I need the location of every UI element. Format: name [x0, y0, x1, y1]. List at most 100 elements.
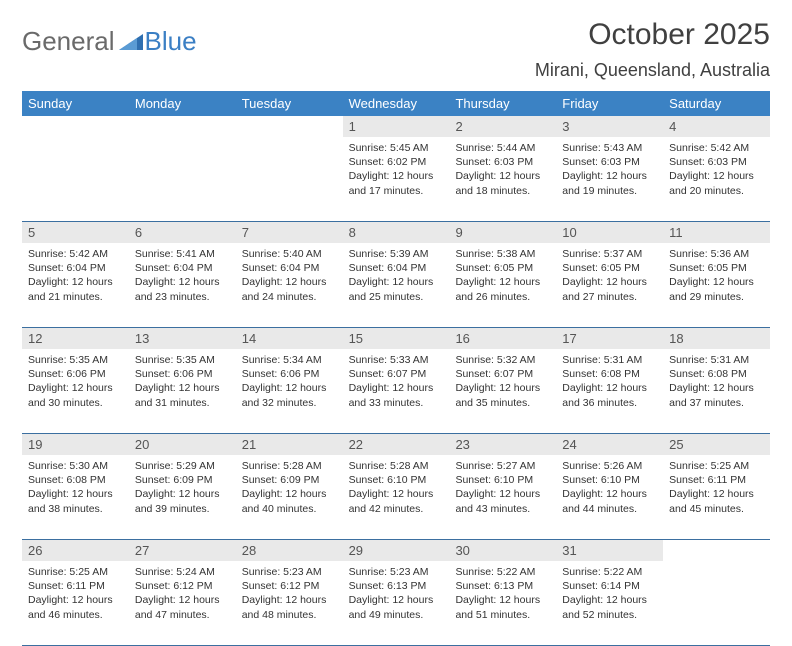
info-line-d2: and 40 minutes. — [242, 502, 337, 516]
day-number: 28 — [236, 540, 343, 561]
day-number — [236, 116, 343, 137]
day-info: Sunrise: 5:22 AMSunset: 6:14 PMDaylight:… — [562, 565, 657, 622]
day-number-row: 567891011 — [22, 222, 770, 243]
info-line-d2: and 42 minutes. — [349, 502, 444, 516]
day-header: Friday — [556, 91, 663, 116]
info-line-sunset: Sunset: 6:08 PM — [28, 473, 123, 487]
day-cell: Sunrise: 5:37 AMSunset: 6:05 PMDaylight:… — [556, 243, 663, 327]
info-line-d2: and 36 minutes. — [562, 396, 657, 410]
day-cell: Sunrise: 5:34 AMSunset: 6:06 PMDaylight:… — [236, 349, 343, 433]
info-line-d1: Daylight: 12 hours — [28, 275, 123, 289]
day-cell: Sunrise: 5:28 AMSunset: 6:10 PMDaylight:… — [343, 455, 450, 539]
info-line-sunrise: Sunrise: 5:28 AM — [242, 459, 337, 473]
day-cell: Sunrise: 5:25 AMSunset: 6:11 PMDaylight:… — [663, 455, 770, 539]
info-line-d1: Daylight: 12 hours — [455, 593, 550, 607]
day-number: 9 — [449, 222, 556, 243]
info-line-sunrise: Sunrise: 5:26 AM — [562, 459, 657, 473]
day-cell — [236, 137, 343, 221]
info-line-d2: and 46 minutes. — [28, 608, 123, 622]
day-info: Sunrise: 5:28 AMSunset: 6:09 PMDaylight:… — [242, 459, 337, 516]
info-line-sunset: Sunset: 6:06 PM — [242, 367, 337, 381]
info-line-d1: Daylight: 12 hours — [669, 275, 764, 289]
info-line-sunrise: Sunrise: 5:42 AM — [28, 247, 123, 261]
info-line-d1: Daylight: 12 hours — [242, 593, 337, 607]
day-cell: Sunrise: 5:35 AMSunset: 6:06 PMDaylight:… — [129, 349, 236, 433]
logo: General Blue — [22, 18, 197, 57]
info-line-d2: and 23 minutes. — [135, 290, 230, 304]
info-line-d2: and 18 minutes. — [455, 184, 550, 198]
info-line-sunset: Sunset: 6:08 PM — [669, 367, 764, 381]
day-info: Sunrise: 5:45 AMSunset: 6:02 PMDaylight:… — [349, 141, 444, 198]
day-number — [129, 116, 236, 137]
day-info: Sunrise: 5:42 AMSunset: 6:03 PMDaylight:… — [669, 141, 764, 198]
info-line-d2: and 52 minutes. — [562, 608, 657, 622]
day-cell: Sunrise: 5:27 AMSunset: 6:10 PMDaylight:… — [449, 455, 556, 539]
day-number: 13 — [129, 328, 236, 349]
day-info: Sunrise: 5:33 AMSunset: 6:07 PMDaylight:… — [349, 353, 444, 410]
info-line-sunrise: Sunrise: 5:36 AM — [669, 247, 764, 261]
day-info: Sunrise: 5:27 AMSunset: 6:10 PMDaylight:… — [455, 459, 550, 516]
info-line-sunset: Sunset: 6:05 PM — [455, 261, 550, 275]
day-cell: Sunrise: 5:33 AMSunset: 6:07 PMDaylight:… — [343, 349, 450, 433]
day-number: 8 — [343, 222, 450, 243]
info-line-sunset: Sunset: 6:13 PM — [349, 579, 444, 593]
info-line-d2: and 32 minutes. — [242, 396, 337, 410]
week-row: Sunrise: 5:25 AMSunset: 6:11 PMDaylight:… — [22, 561, 770, 646]
info-line-sunrise: Sunrise: 5:22 AM — [455, 565, 550, 579]
info-line-d1: Daylight: 12 hours — [28, 593, 123, 607]
info-line-d1: Daylight: 12 hours — [562, 593, 657, 607]
info-line-sunrise: Sunrise: 5:29 AM — [135, 459, 230, 473]
day-header: Thursday — [449, 91, 556, 116]
week-row: Sunrise: 5:30 AMSunset: 6:08 PMDaylight:… — [22, 455, 770, 540]
info-line-sunset: Sunset: 6:02 PM — [349, 155, 444, 169]
day-number: 16 — [449, 328, 556, 349]
info-line-sunset: Sunset: 6:12 PM — [135, 579, 230, 593]
info-line-sunset: Sunset: 6:11 PM — [669, 473, 764, 487]
info-line-sunrise: Sunrise: 5:25 AM — [669, 459, 764, 473]
day-info: Sunrise: 5:42 AMSunset: 6:04 PMDaylight:… — [28, 247, 123, 304]
day-cell: Sunrise: 5:39 AMSunset: 6:04 PMDaylight:… — [343, 243, 450, 327]
info-line-sunset: Sunset: 6:07 PM — [349, 367, 444, 381]
day-number: 17 — [556, 328, 663, 349]
day-number-row: 19202122232425 — [22, 434, 770, 455]
day-number: 2 — [449, 116, 556, 137]
day-number: 21 — [236, 434, 343, 455]
info-line-d1: Daylight: 12 hours — [349, 487, 444, 501]
info-line-sunrise: Sunrise: 5:42 AM — [669, 141, 764, 155]
location-label: Mirani, Queensland, Australia — [535, 60, 770, 81]
day-info: Sunrise: 5:25 AMSunset: 6:11 PMDaylight:… — [28, 565, 123, 622]
day-number-row: 1234 — [22, 116, 770, 137]
info-line-sunrise: Sunrise: 5:38 AM — [455, 247, 550, 261]
header-row: General Blue October 2025 Mirani, Queens… — [22, 18, 770, 81]
info-line-d1: Daylight: 12 hours — [455, 275, 550, 289]
day-cell: Sunrise: 5:22 AMSunset: 6:13 PMDaylight:… — [449, 561, 556, 645]
logo-triangle-icon — [119, 26, 143, 57]
day-number: 19 — [22, 434, 129, 455]
day-number: 29 — [343, 540, 450, 561]
day-cell: Sunrise: 5:23 AMSunset: 6:13 PMDaylight:… — [343, 561, 450, 645]
info-line-sunset: Sunset: 6:04 PM — [242, 261, 337, 275]
day-cell: Sunrise: 5:24 AMSunset: 6:12 PMDaylight:… — [129, 561, 236, 645]
info-line-sunset: Sunset: 6:12 PM — [242, 579, 337, 593]
day-number: 18 — [663, 328, 770, 349]
day-number — [22, 116, 129, 137]
info-line-d2: and 43 minutes. — [455, 502, 550, 516]
day-cell: Sunrise: 5:22 AMSunset: 6:14 PMDaylight:… — [556, 561, 663, 645]
day-info: Sunrise: 5:29 AMSunset: 6:09 PMDaylight:… — [135, 459, 230, 516]
info-line-d2: and 24 minutes. — [242, 290, 337, 304]
day-info: Sunrise: 5:35 AMSunset: 6:06 PMDaylight:… — [135, 353, 230, 410]
day-number: 5 — [22, 222, 129, 243]
info-line-d1: Daylight: 12 hours — [349, 169, 444, 183]
info-line-d1: Daylight: 12 hours — [669, 487, 764, 501]
info-line-d2: and 35 minutes. — [455, 396, 550, 410]
day-info: Sunrise: 5:34 AMSunset: 6:06 PMDaylight:… — [242, 353, 337, 410]
day-number: 26 — [22, 540, 129, 561]
day-header: Saturday — [663, 91, 770, 116]
day-cell — [129, 137, 236, 221]
info-line-d2: and 51 minutes. — [455, 608, 550, 622]
info-line-d1: Daylight: 12 hours — [135, 593, 230, 607]
day-number: 30 — [449, 540, 556, 561]
logo-text-general: General — [22, 26, 115, 57]
day-cell: Sunrise: 5:42 AMSunset: 6:04 PMDaylight:… — [22, 243, 129, 327]
info-line-sunset: Sunset: 6:03 PM — [562, 155, 657, 169]
